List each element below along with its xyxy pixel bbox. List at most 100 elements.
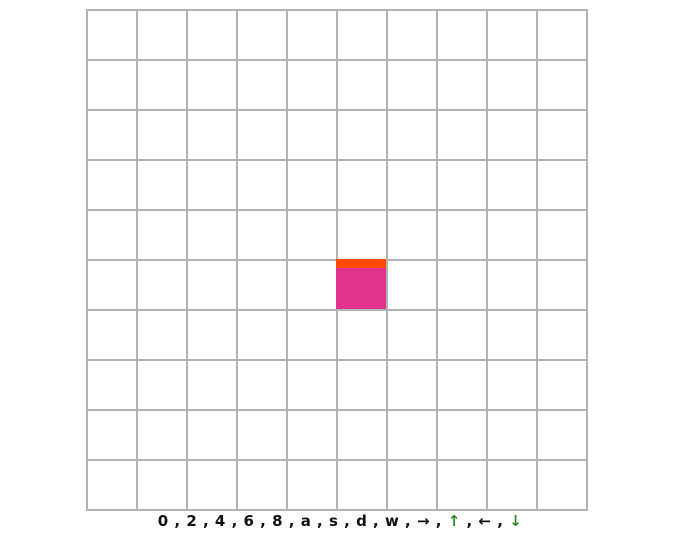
board-cell (388, 211, 438, 261)
board-cell (138, 311, 188, 361)
control-key: s (328, 512, 339, 530)
board-cell (538, 261, 588, 311)
board-cell (188, 411, 238, 461)
board-cell (188, 461, 238, 511)
board-cell (538, 161, 588, 211)
board-cell (538, 11, 588, 61)
board-cell (338, 461, 388, 511)
board-cell (338, 111, 388, 161)
control-key: → (416, 512, 431, 530)
control-separator: , (338, 512, 357, 530)
board-cell (438, 111, 488, 161)
board-cell (388, 311, 438, 361)
board-cell (238, 311, 288, 361)
board-cell (488, 211, 538, 261)
control-separator: , (430, 512, 448, 530)
board-cell (438, 411, 488, 461)
board-cell (138, 11, 188, 61)
board-cell (138, 261, 188, 311)
controls-legend: 0 , 2 , 4 , 6 , 8 , a , s , d , w , → , … (0, 512, 680, 530)
board-cell (338, 311, 388, 361)
board-cell (188, 161, 238, 211)
board-cell (338, 411, 388, 461)
board-cell (188, 111, 238, 161)
player-piece-head (336, 259, 386, 268)
control-separator: , (311, 512, 329, 530)
board-cell (238, 111, 288, 161)
board-cell (88, 261, 138, 311)
control-key: 8 (272, 512, 284, 530)
control-separator: , (367, 512, 385, 530)
board-cell (288, 111, 338, 161)
board-cell (238, 11, 288, 61)
board-cell (488, 311, 538, 361)
board-cell (438, 161, 488, 211)
board-cell (388, 261, 438, 311)
board-cell (288, 211, 338, 261)
board-cell (238, 161, 288, 211)
board-cell (238, 361, 288, 411)
board-cell (88, 111, 138, 161)
board-cell (338, 361, 388, 411)
game-board[interactable] (86, 9, 588, 511)
board-cell (88, 211, 138, 261)
board-cell (388, 361, 438, 411)
board-cell (88, 161, 138, 211)
board-cell (538, 461, 588, 511)
board-cell (488, 461, 538, 511)
control-separator: , (399, 512, 417, 530)
board-cell (138, 461, 188, 511)
board-cell (288, 261, 338, 311)
board-cell (138, 211, 188, 261)
board-cell (238, 61, 288, 111)
board-cell (238, 461, 288, 511)
board-cell (288, 311, 338, 361)
control-key: 4 (214, 512, 226, 530)
board-cell (338, 211, 388, 261)
control-key: ↓ (509, 512, 523, 530)
board-cell (188, 311, 238, 361)
board-cell (388, 111, 438, 161)
control-separator: , (225, 512, 244, 530)
control-separator: , (168, 512, 187, 530)
board-cell (338, 161, 388, 211)
board-cell (188, 211, 238, 261)
board-cell (488, 161, 538, 211)
control-key: 0 (157, 512, 169, 530)
board-cell (488, 111, 538, 161)
control-separator: , (197, 512, 215, 530)
board-cell (138, 111, 188, 161)
board-cell (438, 361, 488, 411)
board-cell (238, 411, 288, 461)
control-key: ↑ (447, 512, 461, 530)
board-cell (488, 61, 538, 111)
board-cell (238, 261, 288, 311)
board-cell (88, 411, 138, 461)
board-cell (488, 361, 538, 411)
board-cell (388, 161, 438, 211)
board-cell (538, 411, 588, 461)
board-cell (438, 261, 488, 311)
control-separator: , (254, 512, 273, 530)
board-cell (388, 411, 438, 461)
board-cell (288, 61, 338, 111)
board-cell (138, 361, 188, 411)
board-cell (388, 61, 438, 111)
board-cell (488, 261, 538, 311)
board-cell (288, 411, 338, 461)
board-cell (288, 161, 338, 211)
board-cell (388, 11, 438, 61)
board-cell (538, 361, 588, 411)
board-cell (338, 61, 388, 111)
control-separator: , (491, 512, 510, 530)
board-cell (188, 261, 238, 311)
board-cell (88, 461, 138, 511)
control-key: 2 (186, 512, 198, 530)
board-cell (438, 461, 488, 511)
board-cell (538, 111, 588, 161)
board-cell (88, 361, 138, 411)
board-cell (138, 161, 188, 211)
board-cell (138, 61, 188, 111)
control-separator: , (283, 512, 301, 530)
